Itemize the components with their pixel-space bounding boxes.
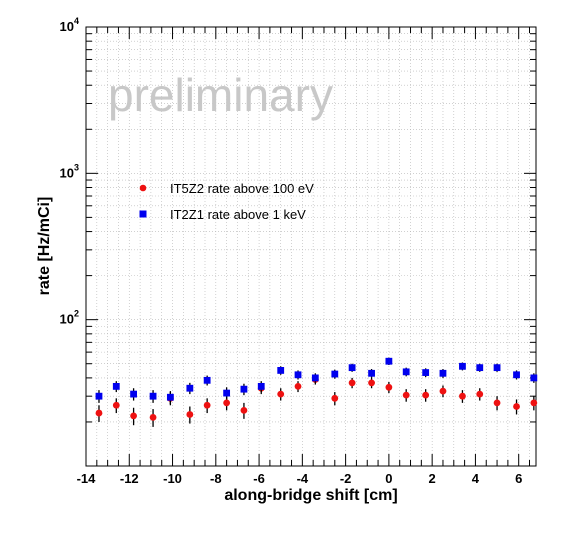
x-axis-label: along-bridge shift [cm] (224, 487, 397, 504)
data-point-square (368, 369, 375, 377)
data-point-square (459, 362, 466, 370)
data-point-square (513, 371, 520, 379)
legend: IT5Z2 rate above 100 eV IT2Z1 rate above… (139, 181, 314, 222)
data-point-square (223, 389, 231, 397)
data-point-circle (277, 390, 285, 398)
data-point-square (240, 385, 248, 393)
x-tick-label: -4 (297, 471, 309, 486)
data-point-circle (530, 399, 538, 407)
data-point-circle (402, 391, 410, 399)
x-tick-label: 0 (385, 471, 392, 486)
data-point-square (331, 370, 339, 378)
data-point-circle (149, 413, 157, 421)
data-point-square (385, 357, 393, 365)
data-point-square (476, 364, 484, 372)
x-tick-label: -14 (77, 471, 97, 486)
preliminary-watermark: preliminary (108, 69, 333, 121)
x-tick-label: -10 (163, 471, 182, 486)
data-point-circle (112, 401, 120, 409)
data-point-square (149, 392, 157, 400)
data-series (95, 357, 538, 427)
series-it2z1 (95, 357, 538, 405)
data-point-square (257, 382, 265, 390)
data-point-square (311, 374, 319, 382)
x-tick-label: -12 (120, 471, 139, 486)
data-point-square (95, 392, 103, 400)
data-point-circle (476, 390, 484, 398)
y-tick-label: 104 (60, 16, 79, 34)
data-point-circle (459, 392, 466, 400)
data-point-square (203, 376, 211, 384)
legend-marker-it2z1 (139, 210, 147, 218)
legend-marker-it5z2 (139, 184, 147, 192)
data-point-circle (368, 379, 375, 387)
data-point-circle (240, 406, 248, 414)
data-point-square (186, 384, 194, 392)
x-tick-label: -6 (253, 471, 265, 486)
data-point-square (493, 364, 501, 372)
data-point-circle (513, 403, 520, 410)
y-tick-label: 103 (60, 162, 79, 180)
data-point-square (422, 369, 430, 376)
data-point-square (348, 364, 356, 372)
x-tick-label: -2 (340, 471, 352, 486)
data-point-square (277, 367, 285, 374)
data-point-circle (331, 394, 339, 402)
x-tick-label: 2 (429, 471, 436, 486)
data-point-circle (130, 412, 137, 420)
data-point-circle (385, 383, 393, 391)
data-point-circle (95, 409, 103, 417)
data-point-square (294, 371, 302, 379)
x-tick-label: 6 (515, 471, 522, 486)
data-point-circle (493, 399, 501, 407)
data-point-circle (223, 399, 231, 407)
data-point-circle (348, 379, 356, 387)
data-point-circle (439, 387, 447, 395)
data-point-square (112, 382, 120, 390)
data-point-circle (203, 401, 211, 409)
y-tick-label: 102 (60, 309, 79, 327)
plot-frame (85, 26, 537, 467)
data-point-square (530, 374, 538, 382)
data-point-circle (294, 382, 302, 390)
data-point-square (439, 369, 447, 377)
legend-label-it2z1: IT2Z1 rate above 1 keV (170, 207, 306, 222)
x-tick-label: -8 (210, 471, 222, 486)
legend-label-it5z2: IT5Z2 rate above 100 eV (170, 181, 314, 196)
data-point-square (130, 390, 137, 398)
grid (85, 27, 536, 466)
data-point-circle (422, 391, 430, 399)
data-point-circle (186, 411, 194, 418)
x-tick-label: 4 (472, 471, 480, 486)
y-axis-label: rate [Hz/mCi] (36, 197, 53, 296)
data-point-square (166, 393, 174, 401)
data-point-square (402, 368, 410, 376)
axes: -14 -12 -10 -8 -6 -4 -2 0 2 4 6 102 103 104 (60, 16, 537, 486)
